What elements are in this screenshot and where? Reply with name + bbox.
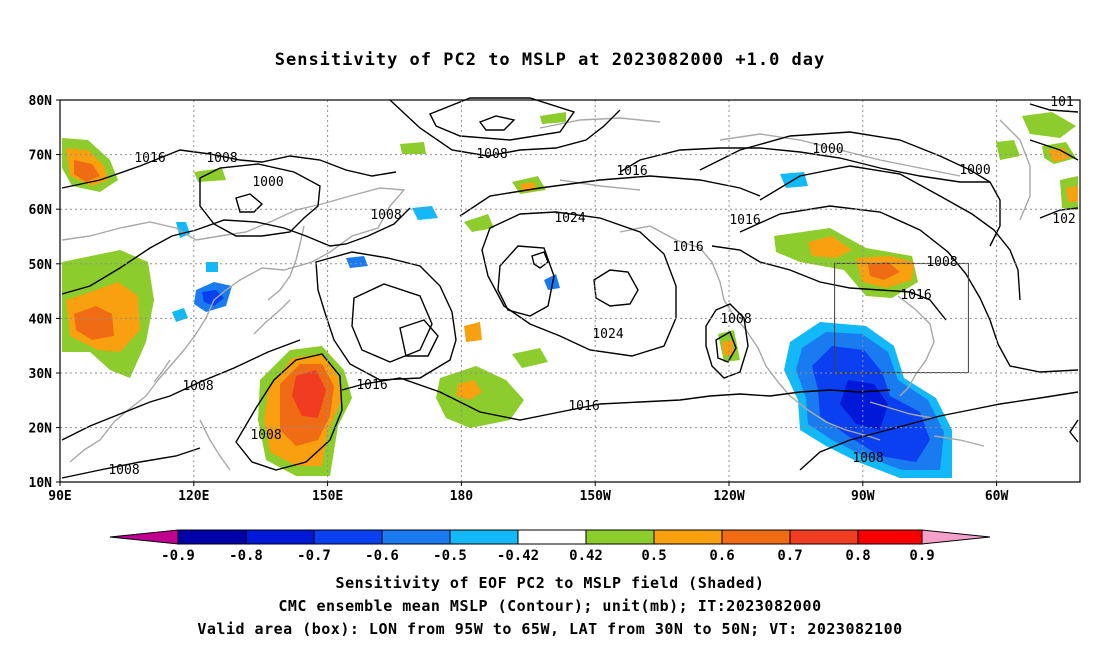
lon-label-120e: 120E: [178, 489, 209, 504]
lon-label-150e: 150E: [312, 489, 343, 504]
coastlines: [61, 117, 1031, 471]
contour-label: 1016: [356, 378, 387, 393]
contour-label: 1008: [476, 147, 507, 162]
colorbar-tick-label: -0.7: [297, 548, 331, 564]
contour-label: 1008: [926, 255, 957, 270]
colorbar-swatch: [585, 529, 655, 545]
contour-label: 1016: [729, 213, 760, 228]
colorbar-swatch: [517, 529, 587, 545]
contour-label: 1008: [108, 463, 139, 478]
contour-label: 1016: [134, 151, 165, 166]
colorbar-swatch: [177, 529, 247, 545]
colorbar-tick-label: 0.5: [641, 548, 666, 564]
colorbar-tick-label: -0.9: [161, 548, 195, 564]
lat-label-60n: 60N: [29, 203, 53, 218]
contour-label: 1008: [720, 312, 751, 327]
contour-label: 1008: [852, 451, 883, 466]
colorbar-tick-label: -0.6: [365, 548, 399, 564]
lat-label-10n: 10N: [29, 476, 53, 491]
caption-line-2: CMC ensemble mean MSLP (Contour); unit(m…: [278, 597, 822, 615]
lon-label-120w: 120W: [713, 489, 744, 504]
contour-label: 1000: [959, 163, 990, 178]
lat-label-50n: 50N: [29, 258, 53, 273]
contour-label: 1000: [252, 175, 283, 190]
contour-label: 1008: [250, 428, 281, 443]
contour-label: 1008: [206, 151, 237, 166]
lat-label-40n: 40N: [29, 312, 53, 327]
colorbar-tick-label: -0.42: [497, 548, 539, 564]
lat-label-70n: 70N: [29, 149, 53, 164]
colorbar-tick-label: -0.5: [433, 548, 467, 564]
contour-label: 102: [1052, 212, 1075, 227]
contour-label: 101: [1050, 95, 1073, 110]
colorbar-swatch: [449, 529, 519, 545]
colorbar-swatch: [857, 529, 923, 545]
contour-label: 1008: [182, 379, 213, 394]
map-gridlines: [60, 100, 1080, 482]
contour-label: 1016: [616, 164, 647, 179]
figure-title: Sensitivity of PC2 to MSLP at 2023082000…: [274, 50, 826, 70]
colorbar-swatch: [721, 529, 791, 545]
sensitivity-shading: [62, 112, 1078, 478]
contour-label: 1024: [592, 327, 623, 342]
lat-label-20n: 20N: [29, 422, 53, 437]
lon-label-60w: 60W: [985, 489, 1009, 504]
caption-line-1: Sensitivity of EOF PC2 to MSLP field (Sh…: [335, 574, 765, 592]
contour-label: 1024: [554, 211, 585, 226]
colorbar-swatch: [789, 529, 859, 545]
lon-label-150w: 150W: [580, 489, 611, 504]
caption-line-3: Valid area (box): LON from 95W to 65W, L…: [197, 620, 903, 638]
colorbar-swatch: [313, 529, 383, 545]
colorbar-tick-label: 0.6: [709, 548, 734, 564]
contour-label: 1016: [672, 240, 703, 255]
lon-label-180: 180: [450, 489, 474, 504]
map-frame: [59, 99, 1081, 483]
contour-label: 1000: [812, 142, 843, 157]
lon-label-90e: 90E: [48, 489, 71, 504]
lat-label-30n: 30N: [29, 367, 53, 382]
axis-ticks: [56, 99, 998, 486]
colorbar-tick-label: 0.9: [909, 548, 934, 564]
colorbar-tick-label: 0.8: [845, 548, 870, 564]
colorbar-high-arrow: [921, 529, 991, 545]
colorbar-tick-label: 0.42: [569, 548, 603, 564]
lat-label-80n: 80N: [29, 94, 53, 109]
colorbar-swatch: [245, 529, 315, 545]
colorbar: [109, 529, 991, 545]
colorbar-low-arrow: [109, 529, 179, 545]
colorbar-swatch: [653, 529, 723, 545]
colorbar-tick-label: -0.8: [229, 548, 263, 564]
contour-label: 1016: [568, 399, 599, 414]
lon-label-90w: 90W: [851, 489, 875, 504]
colorbar-swatch: [381, 529, 451, 545]
contour-label: 1008: [370, 208, 401, 223]
colorbar-tick-label: 0.7: [777, 548, 802, 564]
contour-label: 1016: [900, 288, 931, 303]
